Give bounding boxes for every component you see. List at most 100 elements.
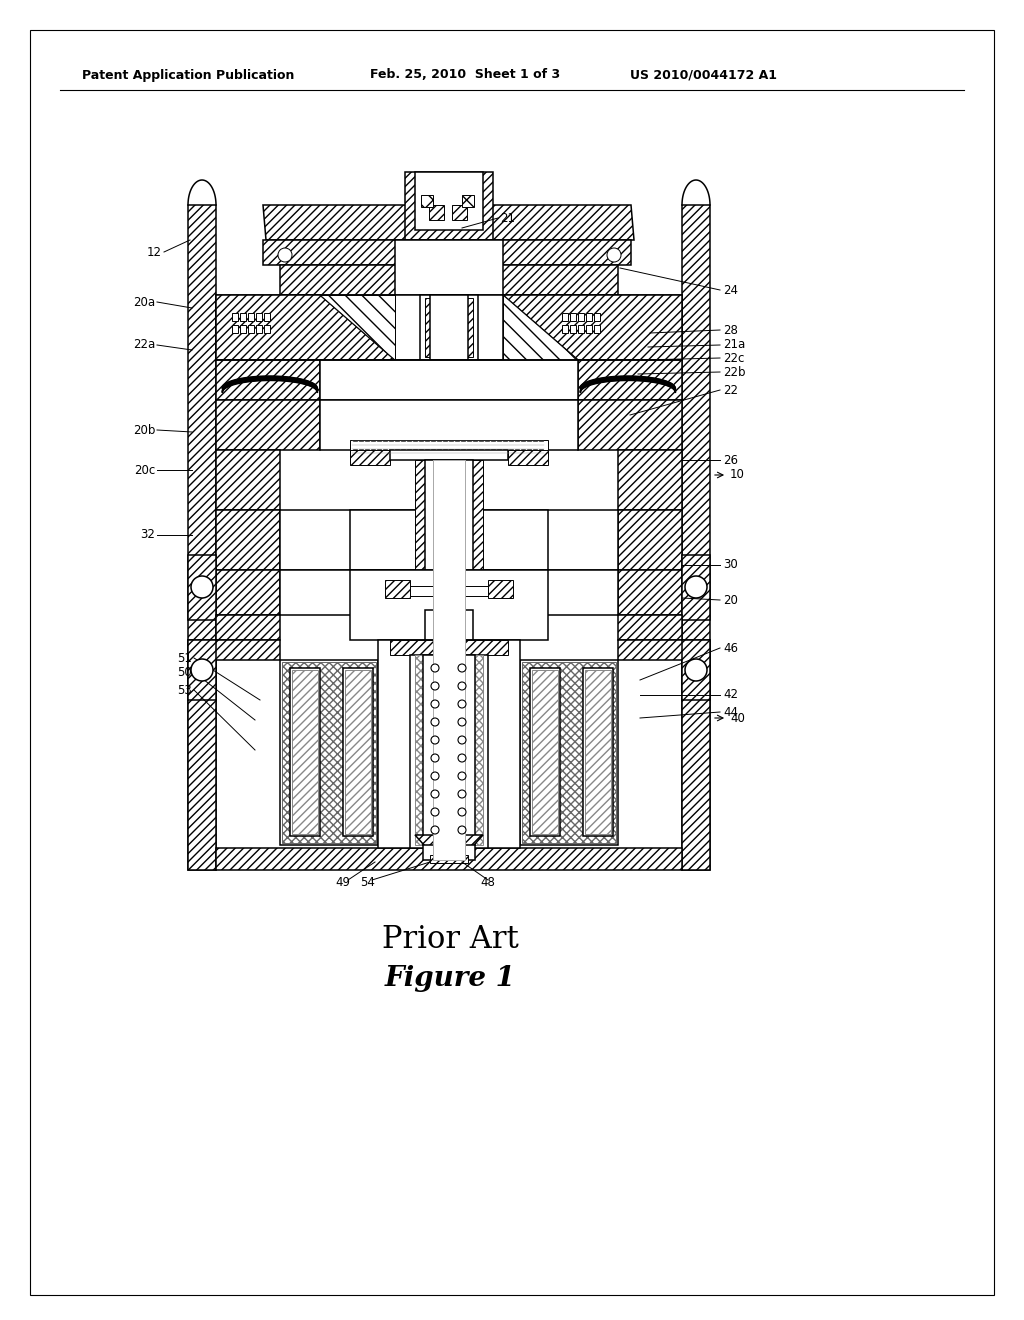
Bar: [390, 450, 508, 459]
Text: US 2010/0044172 A1: US 2010/0044172 A1: [630, 69, 777, 82]
Polygon shape: [263, 240, 631, 265]
Bar: [462, 195, 474, 207]
Text: 22b: 22b: [723, 366, 745, 379]
Text: 30: 30: [723, 558, 737, 572]
Polygon shape: [578, 360, 682, 400]
Bar: [415, 459, 483, 610]
Bar: [350, 440, 548, 455]
Bar: [280, 510, 618, 570]
Polygon shape: [280, 265, 618, 294]
Bar: [350, 510, 548, 570]
Bar: [406, 172, 493, 240]
Bar: [429, 205, 444, 220]
Bar: [256, 325, 262, 333]
Polygon shape: [618, 570, 682, 615]
Bar: [430, 294, 468, 360]
Bar: [385, 579, 410, 598]
Polygon shape: [216, 294, 395, 360]
Circle shape: [458, 826, 466, 834]
Polygon shape: [682, 640, 710, 700]
Bar: [452, 205, 467, 220]
Polygon shape: [216, 400, 319, 450]
Polygon shape: [292, 671, 318, 834]
Polygon shape: [503, 294, 682, 360]
Polygon shape: [216, 450, 280, 510]
Text: 51: 51: [177, 652, 193, 664]
Bar: [410, 586, 488, 597]
Bar: [433, 610, 465, 640]
Bar: [578, 325, 584, 333]
Circle shape: [607, 248, 621, 261]
Bar: [508, 450, 548, 465]
Bar: [390, 640, 508, 655]
Polygon shape: [618, 640, 710, 870]
Bar: [232, 325, 238, 333]
Bar: [423, 845, 475, 861]
Circle shape: [431, 808, 439, 816]
Circle shape: [458, 754, 466, 762]
Bar: [350, 450, 390, 465]
Bar: [594, 325, 600, 333]
Polygon shape: [618, 510, 682, 570]
Polygon shape: [585, 671, 611, 834]
Bar: [280, 570, 618, 615]
Bar: [264, 325, 270, 333]
Polygon shape: [188, 554, 216, 620]
Circle shape: [458, 737, 466, 744]
Polygon shape: [216, 847, 682, 870]
Bar: [248, 325, 254, 333]
Polygon shape: [522, 663, 616, 843]
Bar: [420, 294, 478, 360]
Polygon shape: [319, 294, 395, 360]
Circle shape: [458, 808, 466, 816]
Text: 20: 20: [723, 594, 738, 606]
Circle shape: [431, 754, 439, 762]
Circle shape: [431, 682, 439, 690]
Text: 42: 42: [723, 689, 738, 701]
Text: 21: 21: [500, 211, 515, 224]
Bar: [264, 313, 270, 321]
Polygon shape: [188, 640, 280, 870]
Text: Prior Art: Prior Art: [382, 924, 518, 956]
Text: Figure 1: Figure 1: [385, 965, 515, 991]
Polygon shape: [188, 640, 216, 700]
Bar: [433, 459, 465, 861]
Circle shape: [431, 700, 439, 708]
Text: 32: 32: [140, 528, 155, 541]
Polygon shape: [216, 510, 280, 570]
Circle shape: [431, 737, 439, 744]
Polygon shape: [216, 294, 395, 360]
Text: 53: 53: [177, 684, 193, 697]
Bar: [319, 360, 578, 400]
Bar: [423, 655, 475, 845]
Bar: [586, 313, 592, 321]
Bar: [570, 313, 575, 321]
Polygon shape: [216, 360, 319, 400]
Circle shape: [458, 718, 466, 726]
Circle shape: [685, 659, 707, 681]
Bar: [570, 325, 575, 333]
Bar: [415, 172, 483, 230]
Bar: [378, 640, 520, 847]
Circle shape: [431, 664, 439, 672]
Bar: [433, 850, 465, 858]
Bar: [290, 668, 319, 836]
Circle shape: [431, 789, 439, 799]
Polygon shape: [415, 836, 483, 855]
Bar: [395, 294, 503, 360]
Polygon shape: [682, 554, 710, 620]
Polygon shape: [682, 205, 710, 870]
Text: 54: 54: [360, 875, 376, 888]
Bar: [430, 855, 468, 863]
Text: 48: 48: [480, 875, 496, 888]
Polygon shape: [216, 570, 280, 615]
Polygon shape: [263, 205, 432, 240]
Text: 26: 26: [723, 454, 738, 466]
Polygon shape: [503, 294, 578, 360]
Bar: [594, 313, 600, 321]
Bar: [350, 570, 548, 640]
Bar: [421, 195, 433, 207]
Bar: [410, 655, 488, 847]
Text: 21a: 21a: [723, 338, 745, 351]
Bar: [583, 668, 613, 836]
